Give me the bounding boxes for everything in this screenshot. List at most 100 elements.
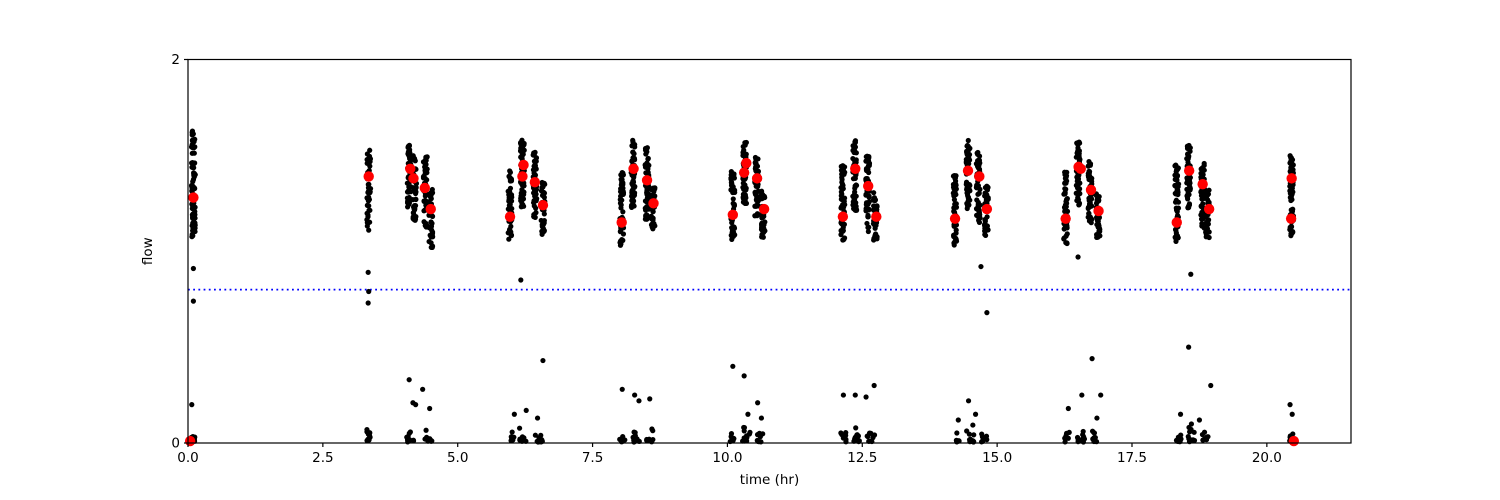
flow-point xyxy=(1200,172,1206,178)
flow-point xyxy=(646,206,652,212)
y-tick-label: 2 xyxy=(171,52,180,68)
flow-point xyxy=(742,193,749,200)
red-marker-point xyxy=(1060,213,1071,224)
flow-point xyxy=(617,239,623,246)
plot-frame xyxy=(187,58,1352,444)
flow-point xyxy=(1075,141,1081,147)
red-marker-point xyxy=(1203,203,1215,215)
flow-point xyxy=(1287,168,1294,174)
flow-outlier-point xyxy=(511,411,517,417)
flow-point xyxy=(651,220,657,227)
flow-point xyxy=(1061,235,1067,241)
flow-point xyxy=(977,202,983,208)
flow-point xyxy=(759,231,765,238)
flow-point xyxy=(975,183,982,189)
flow-point xyxy=(364,195,370,201)
flow-point xyxy=(634,436,640,442)
flow-point xyxy=(190,145,196,151)
flow-point xyxy=(965,146,972,152)
flow-point xyxy=(839,176,845,183)
flow-outlier-point xyxy=(755,400,761,406)
flow-point xyxy=(630,137,636,144)
flow-point xyxy=(976,190,982,196)
flow-point xyxy=(851,143,858,149)
flow-point xyxy=(508,198,514,204)
flow-point xyxy=(191,173,197,179)
flow-point xyxy=(865,214,871,220)
flow-point xyxy=(1096,223,1102,229)
red-marker-point xyxy=(641,175,653,186)
flow-point xyxy=(967,436,974,442)
flow-point xyxy=(1075,437,1081,443)
flow-point xyxy=(1077,180,1083,186)
flow-point xyxy=(1174,232,1180,238)
flow-outlier-point xyxy=(1079,392,1085,398)
flow-point xyxy=(1063,186,1069,192)
flow-point xyxy=(1289,208,1296,214)
flow-point xyxy=(1173,163,1179,169)
flow-point xyxy=(506,193,513,199)
flow-point xyxy=(1096,197,1102,203)
red-marker-point xyxy=(1183,165,1195,176)
flow-point xyxy=(953,186,959,192)
flow-point xyxy=(531,212,537,218)
flow-point xyxy=(843,430,849,436)
x-tick-label: 5.0 xyxy=(447,450,468,466)
red-marker-point xyxy=(1085,184,1097,196)
flow-point xyxy=(838,189,844,195)
flow-point xyxy=(405,198,411,204)
flow-point xyxy=(1198,212,1204,218)
red-marker-point xyxy=(871,211,882,222)
flow-outlier-point xyxy=(365,300,371,306)
flow-point xyxy=(953,236,959,243)
flow-point xyxy=(423,154,429,160)
flow-point xyxy=(365,212,371,218)
flow-point xyxy=(519,182,525,188)
flow-point xyxy=(742,182,748,188)
flow-outlier-point xyxy=(190,265,196,272)
flow-point xyxy=(367,147,373,153)
flow-outlier-point xyxy=(632,392,638,398)
flow-point xyxy=(864,220,870,227)
red-marker-point xyxy=(738,167,750,178)
flow-outlier-point xyxy=(636,398,642,404)
flow-point xyxy=(429,190,436,196)
flow-point xyxy=(1086,169,1093,175)
flow-point xyxy=(1172,176,1178,183)
flow-point xyxy=(404,204,411,210)
flow-point xyxy=(532,149,538,155)
flow-point xyxy=(976,209,983,216)
flow-outlier-point xyxy=(1098,392,1104,398)
flow-point xyxy=(643,212,649,219)
flow-point xyxy=(1187,175,1193,181)
red-marker-point xyxy=(363,171,374,182)
flow-point xyxy=(965,186,971,192)
flow-point xyxy=(873,222,879,229)
flow-outlier-point xyxy=(647,396,653,402)
flow-point xyxy=(424,177,430,183)
flow-point xyxy=(1087,203,1093,210)
red-marker-point xyxy=(837,211,849,222)
flow-point xyxy=(863,167,870,174)
red-marker-point xyxy=(517,171,528,182)
flow-point xyxy=(1288,223,1294,229)
flow-point xyxy=(190,131,196,137)
flow-point xyxy=(953,227,959,233)
flow-point xyxy=(730,196,736,202)
flow-point xyxy=(190,204,196,210)
flow-point xyxy=(189,160,195,166)
flow-point xyxy=(974,197,980,203)
flow-point xyxy=(981,222,988,229)
flow-point xyxy=(533,191,539,197)
flow-point xyxy=(1198,216,1205,222)
flow-outlier-point xyxy=(190,298,196,304)
red-marker-point xyxy=(408,173,419,184)
flow-point xyxy=(874,203,880,209)
flow-point xyxy=(649,426,655,432)
flow-point xyxy=(760,192,766,198)
flow-point xyxy=(190,233,196,239)
red-marker-point xyxy=(850,163,861,174)
flow-point xyxy=(507,168,513,174)
flow-point xyxy=(950,190,956,196)
flow-point xyxy=(516,425,523,431)
